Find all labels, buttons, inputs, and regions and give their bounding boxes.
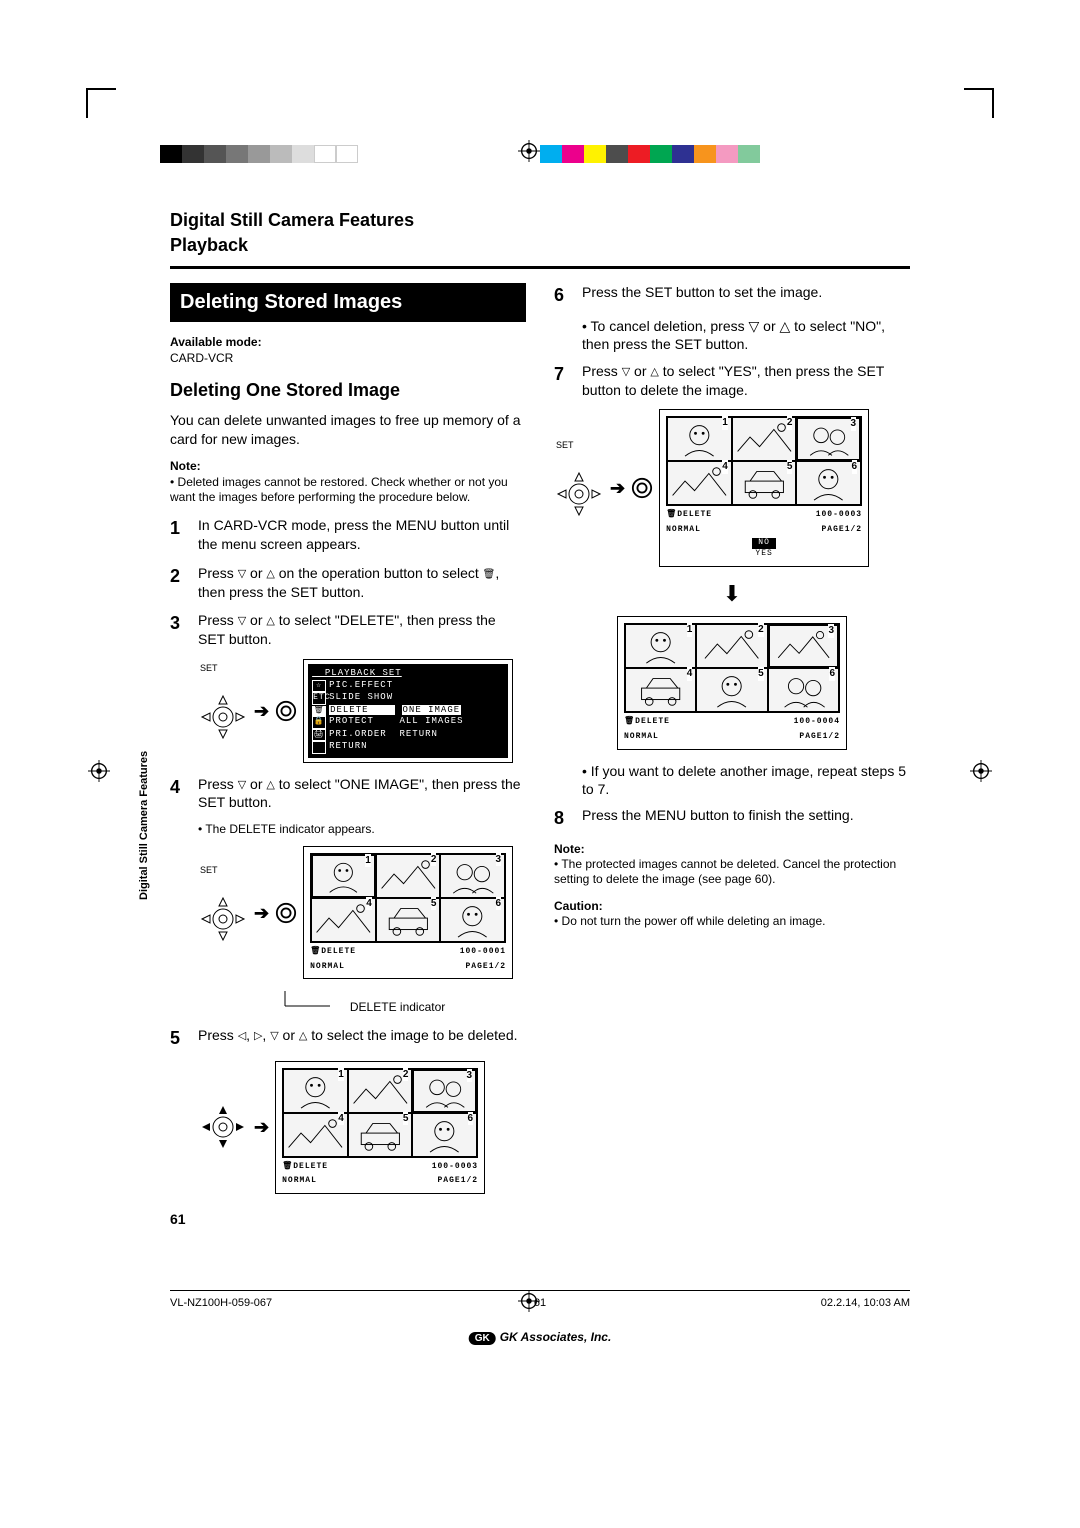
caution-label: Caution:	[554, 898, 910, 914]
available-label: Available mode:	[170, 334, 526, 350]
thumb-frame-1: 123456 🗑DELETE 100-0001 NORMAL PAGE1/2	[303, 846, 513, 980]
dpad-icon-2	[198, 894, 248, 944]
delete-indicator-label: DELETE indicator	[350, 1000, 445, 1014]
step-5: 5 Press ◁, ▷, ▽ or △ to select the image…	[170, 1026, 526, 1050]
reg-right	[970, 760, 992, 782]
set-button-icon	[275, 700, 297, 722]
step-num-4: 4	[170, 775, 188, 799]
set-button-icon-3	[631, 477, 653, 499]
thumb-figure-2: ➔ 123456 🗑DELETE 100-0003 NORMAL PAGE1/2	[198, 1061, 526, 1195]
note-text: • Deleted images cannot be restored. Che…	[170, 475, 526, 506]
down-arrow-icon: ⬇	[554, 579, 910, 609]
thumb-frame-4: 123456 🗑DELETE 100-0004 NORMAL PAGE1/2	[617, 616, 847, 750]
dpad-icon	[198, 692, 248, 742]
footer: VL-NZ100H-059-067 61 02.2.14, 10:03 AM	[170, 1290, 910, 1309]
step-num-2: 2	[170, 564, 188, 588]
menu-screen: PLAYBACK SET☆PIC.EFFECT ETCSLIDE SHOW 🗑D…	[303, 659, 513, 762]
set-label-3: SET	[556, 439, 606, 451]
caution-text: • Do not turn the power off while deleti…	[554, 914, 910, 930]
section-header-1: Digital Still Camera Features	[170, 210, 910, 231]
arrow-right-icon: ➔	[254, 699, 269, 723]
dpad-icon-4	[554, 469, 604, 519]
step-4: 4 Press ▽ or △ to select "ONE IMAGE", th…	[170, 775, 526, 813]
indicator-pointer	[280, 991, 340, 1011]
footer-left: VL-NZ100H-059-067	[170, 1297, 272, 1309]
step-num-7: 7	[554, 362, 572, 386]
step-3: 3 Press ▽ or △ to select "DELETE", then …	[170, 611, 526, 649]
step-7-bullet: • If you want to delete another image, r…	[582, 762, 910, 798]
subtitle: Deleting One Stored Image	[170, 378, 526, 402]
step-1: 1 In CARD-VCR mode, press the MENU butto…	[170, 516, 526, 554]
right-note-label: Note:	[554, 841, 910, 857]
note-label: Note:	[170, 458, 526, 474]
set-label-2: SET	[200, 864, 250, 876]
side-tab: Digital Still Camera Features	[138, 760, 150, 900]
step-6: 6 Press the SET button to set the image.	[554, 283, 910, 307]
thumb-frame-2: 123456 🗑DELETE 100-0003 NORMAL PAGE1/2	[275, 1061, 485, 1195]
right-column: 6 Press the SET button to set the image.…	[554, 283, 910, 1229]
section-header-2: Playback	[170, 235, 910, 256]
arrow-right-icon-2: ➔	[254, 901, 269, 925]
intro-text: You can delete unwanted images to free u…	[170, 411, 526, 449]
dpad-icon-3	[198, 1102, 248, 1152]
set-label: SET	[200, 662, 250, 674]
header-rule	[170, 266, 910, 269]
thumb-frame-3: 123456 🗑DELETE 100-0003 NORMAL PAGE1/2 N…	[659, 409, 869, 566]
footer-center: 61	[534, 1297, 546, 1309]
step-num-6: 6	[554, 283, 572, 307]
left-column: Deleting Stored Images Available mode: C…	[170, 283, 526, 1229]
step-num-5: 5	[170, 1026, 188, 1050]
step-num-8: 8	[554, 806, 572, 830]
thumb-figure-1: SET ➔ 123456 🗑DELETE 100-0001 NORMAL P	[198, 846, 526, 980]
right-note-text: • The protected images cannot be deleted…	[554, 857, 910, 888]
page-content: Digital Still Camera Features Playback D…	[170, 210, 910, 1229]
step-7: 7 Press ▽ or △ to select "YES", then pre…	[554, 362, 910, 400]
footer-right: 02.2.14, 10:03 AM	[821, 1297, 910, 1309]
set-button-icon-2	[275, 902, 297, 924]
deleting-title: Deleting Stored Images	[170, 283, 526, 322]
thumb-figure-3: SET ➔ 123456 🗑DELETE 100-0003 NORMAL P	[554, 409, 910, 566]
gk-footer: GKGK Associates, Inc.	[469, 1330, 612, 1345]
menu-figure: SET ➔ PLAYBACK SET☆PIC.EFFECT ETCSLIDE S…	[198, 659, 526, 762]
available-mode: CARD-VCR	[170, 350, 526, 366]
step-6-bullet: • To cancel deletion, press ▽ or △ to se…	[582, 317, 910, 353]
arrow-right-icon-3: ➔	[254, 1115, 269, 1139]
reg-left	[88, 760, 110, 782]
step-2: 2 Press ▽ or △ on the operation button t…	[170, 564, 526, 602]
registration-bar	[0, 140, 1080, 168]
step-8: 8 Press the MENU button to finish the se…	[554, 806, 910, 830]
page-number: 61	[170, 1210, 526, 1229]
step-4-bullet: • The DELETE indicator appears.	[198, 822, 526, 838]
arrow-right-icon-4: ➔	[610, 476, 625, 500]
step-num-1: 1	[170, 516, 188, 540]
step-num-3: 3	[170, 611, 188, 635]
